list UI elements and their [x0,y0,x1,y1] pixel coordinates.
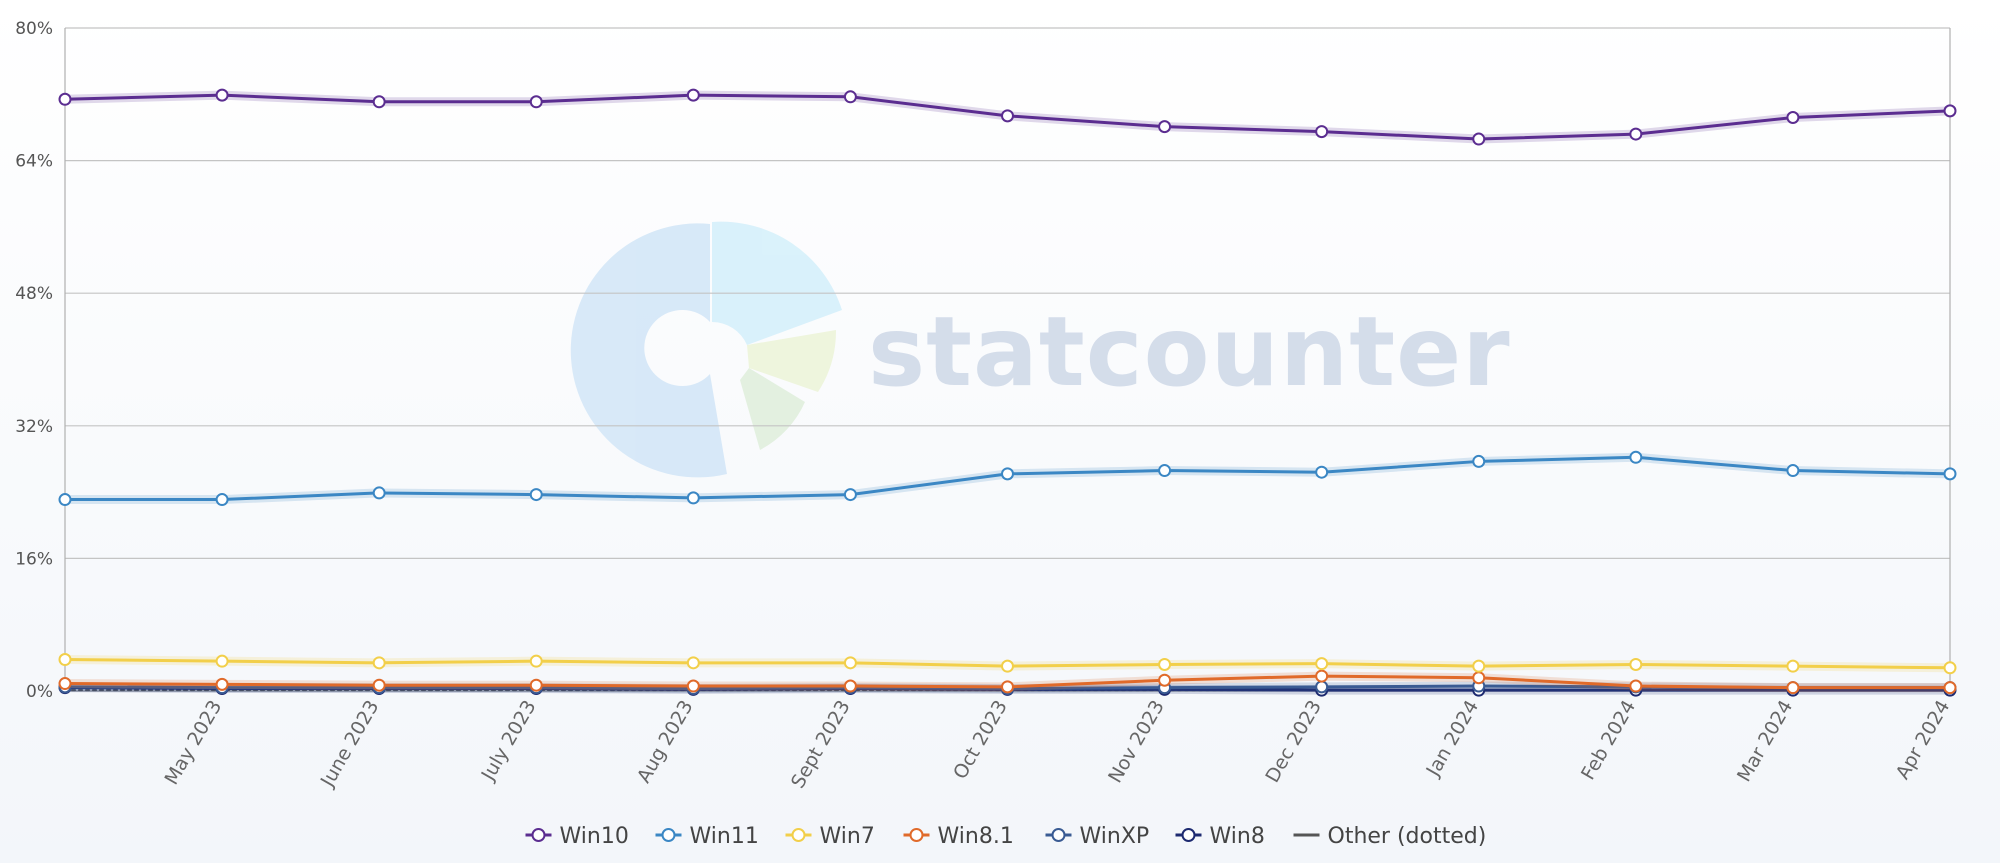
y-tick-label: 16% [15,549,53,569]
data-point [529,654,543,668]
data-point [1629,450,1643,464]
legend-label: Win10 [560,824,629,849]
data-point [372,486,386,500]
data-point [58,92,72,106]
y-axis: 0% 16% 32% 48% 64% 80% [15,19,53,702]
data-point [1786,659,1800,673]
data-point [1786,464,1800,478]
data-point [1001,659,1014,673]
data-point [215,654,229,668]
data-point [843,656,857,670]
legend-label: Win8 [1210,824,1265,849]
watermark-slice-yellow [747,330,837,392]
data-point [686,656,700,670]
data-point [1315,669,1329,683]
y-tick-label: 48% [15,284,53,304]
series-win11 [58,450,1957,507]
data-point [1472,671,1486,685]
y-tick-label: 64% [15,152,53,172]
legend: Win10 Win11 Win7 Win8.1 WinXP Win8 Other (dott… [525,824,1487,849]
data-point [1315,657,1329,671]
watermark-slice-green [740,368,805,450]
legend-item: Win11 [655,824,759,849]
legend-label: Win11 [690,824,759,849]
data-point [1315,465,1329,479]
data-point [843,679,857,693]
legend-swatch-marker [909,828,924,842]
data-point [58,653,72,667]
data-point [1315,125,1329,139]
data-point [529,678,543,692]
data-point [215,88,229,102]
data-point [1158,673,1172,687]
data-point [1158,120,1172,134]
y-tick-label: 32% [15,417,53,437]
data-point [1472,454,1486,468]
data-point [1629,127,1643,141]
data-point [215,677,229,691]
y-tick-label: 80% [15,19,53,39]
legend-item: Win8.1 [903,824,1014,849]
legend-label: Win7 [820,824,875,849]
watermark-slice-cyan [712,221,842,345]
data-point [1786,681,1800,695]
data-point [843,488,857,502]
legend-item: Win10 [525,824,629,849]
data-point [1943,661,1957,675]
legend-swatch-marker [1051,828,1066,842]
legend-item: Win8 [1175,824,1265,849]
legend-swatch-marker [661,828,676,842]
statcounter-watermark: statcounter [570,221,1511,478]
data-point [1158,657,1172,671]
data-point [686,679,700,693]
data-point [686,88,700,102]
data-point [1629,657,1643,671]
legend-swatch-marker [531,828,546,842]
data-point [843,90,857,104]
data-point [58,493,72,507]
data-point [215,493,229,507]
data-point [58,677,72,691]
data-point [1315,680,1329,694]
data-point [1472,659,1486,673]
data-point [372,95,386,109]
legend-item: Win7 [785,824,875,849]
data-point [1629,679,1643,693]
data-point [529,95,543,109]
series-win7 [58,653,1957,675]
data-point [529,488,543,502]
legend-item: WinXP [1045,824,1150,849]
watermark-text: statcounter [868,296,1511,408]
data-point [1001,467,1014,481]
y-tick-label: 0% [26,682,53,702]
watermark-ring-blue [570,223,727,478]
data-point [1943,467,1957,481]
series-win8-1 [58,669,1957,695]
data-point [1001,109,1014,123]
data-point [1943,104,1957,118]
legend-swatch-marker [1181,828,1196,842]
data-point [686,491,700,505]
data-point [1786,111,1800,125]
legend-swatch-marker [791,828,806,842]
data-point [1472,132,1486,146]
data-point [372,656,386,670]
legend-label: Win8.1 [938,824,1014,849]
series-lines [58,88,1957,697]
data-point [1943,681,1957,695]
legend-item: Other (dotted) [1293,824,1487,849]
data-point [372,678,386,692]
data-point [1001,680,1014,694]
legend-label: WinXP [1080,824,1150,849]
legend-label: Other (dotted) [1328,824,1487,849]
data-point [1158,464,1172,478]
series-win10 [58,88,1957,146]
